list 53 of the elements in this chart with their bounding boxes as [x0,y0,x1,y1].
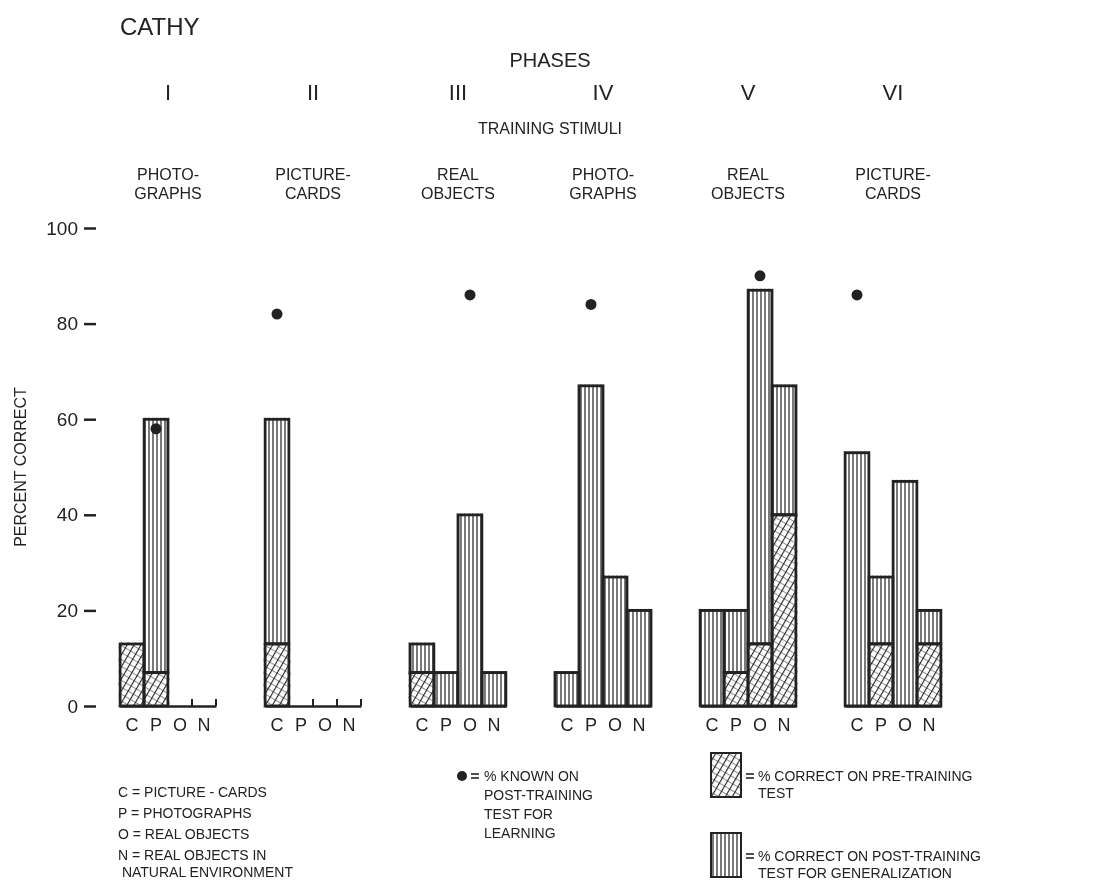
x-tick-label: N [487,714,501,735]
legend-label: % CORRECT ON POST-TRAINING TEST FOR GENERALIZATION [758,848,981,881]
x-tick-label: O [897,714,913,735]
chart-subtitle: REAL OBJECTS [421,166,495,202]
y-tick-label: 0 [67,695,78,717]
text: O = REAL OBJECTS [118,826,250,842]
legend-label: % KNOWN ON POST-TRAINING TEST FOR LEARNING [484,768,593,841]
chart-subtitle: PHOTO- GRAPHS [569,166,637,202]
y-tick-label: 100 [46,217,78,239]
y-tick-label: 20 [56,599,78,621]
x-tick-label: O [172,714,188,735]
text: CATHY [120,13,200,40]
x-tick-label: P [149,714,163,735]
y-tick-label: 80 [56,313,78,335]
x-tick-label: C [270,714,284,735]
chart-title: I [164,80,172,105]
x-tick-label: N [777,714,791,735]
legend-label: % CORRECT ON PRE-TRAINING TEST [758,768,973,801]
x-tick-label: O [317,714,333,735]
chart-subtitle: PICTURE- CARDS [855,166,931,202]
x-tick-label: P [439,714,453,735]
x-tick-label: C [850,714,864,735]
x-tick-label: P [584,714,598,735]
text: N = REAL OBJECTS IN NATURAL ENVIRONMENT [118,847,294,880]
y-tick-label: 60 [56,408,78,430]
chart-title: V [740,80,756,105]
chart-title: IV [592,80,614,105]
x-tick-label: C [705,714,719,735]
x-tick-label: N [197,714,211,735]
x-tick-label: O [462,714,478,735]
y-axis-title: PERCENT CORRECT [12,386,29,547]
x-tick-label: N [922,714,936,735]
x-tick-label: C [560,714,574,735]
chart-title: II [306,80,320,105]
x-tick-label: P [874,714,888,735]
x-tick-label: P [294,714,308,735]
chart-subtitle: PICTURE- CARDS [275,166,351,202]
x-tick-label: C [125,714,139,735]
x-tick-label: N [632,714,646,735]
x-tick-label: P [729,714,743,735]
x-tick-label: O [752,714,768,735]
text: PHASES [509,49,591,71]
chart-title: III [448,80,468,105]
text: TRAINING STIMULI [477,120,623,137]
chart-title: VI [882,80,904,105]
text: P = PHOTOGRAPHS [118,805,252,821]
x-tick-label: O [607,714,623,735]
x-tick-label: N [342,714,356,735]
y-tick-label: 40 [56,504,78,526]
x-tick-label: C [415,714,429,735]
text: C = PICTURE - CARDS [118,784,267,800]
chart-subtitle: PHOTO- GRAPHS [134,166,202,202]
chart-subtitle: REAL OBJECTS [711,166,785,202]
